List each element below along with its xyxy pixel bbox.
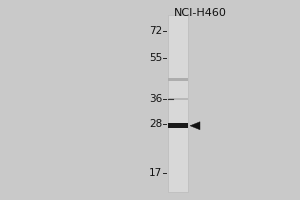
Text: NCI-H460: NCI-H460	[174, 8, 226, 18]
Bar	[168, 98, 188, 100]
Text: 17: 17	[149, 168, 162, 178]
Text: 36: 36	[149, 94, 162, 104]
Bar	[168, 123, 188, 128]
Text: 72: 72	[149, 26, 162, 36]
Text: 28: 28	[149, 119, 162, 129]
Polygon shape	[190, 122, 200, 130]
Text: 55: 55	[149, 53, 162, 63]
Bar	[168, 78, 188, 81]
Bar	[168, 15, 188, 192]
